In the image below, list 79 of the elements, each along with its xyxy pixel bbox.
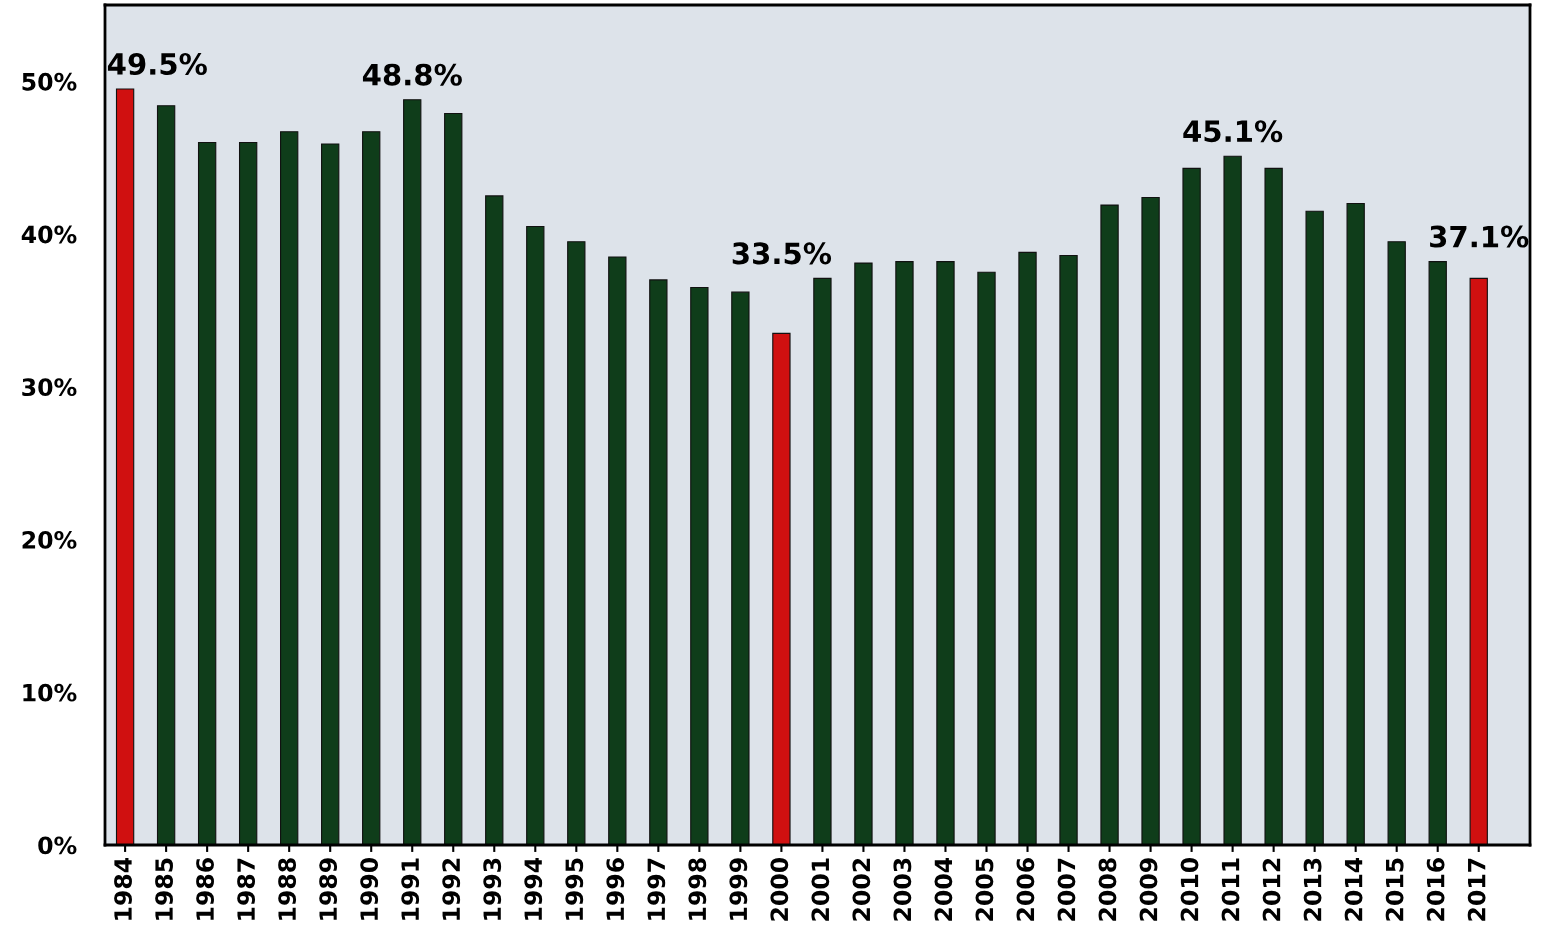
x-tick-label: 2004 bbox=[934, 857, 953, 921]
bar bbox=[1264, 167, 1283, 845]
x-tick-label: 1993 bbox=[483, 858, 502, 920]
x-tick-label: 1989 bbox=[319, 858, 338, 920]
bar bbox=[115, 88, 135, 845]
bar bbox=[444, 112, 463, 845]
data-label: 49.5% bbox=[107, 52, 207, 76]
data-label: 33.5% bbox=[732, 242, 832, 265]
bar bbox=[280, 131, 299, 845]
bar bbox=[156, 105, 176, 845]
x-tick-label: 2006 bbox=[1016, 858, 1035, 921]
y-tick-label: 40% bbox=[21, 225, 77, 244]
data-label: 48.8% bbox=[362, 63, 462, 86]
x-tick-label: 2000 bbox=[770, 857, 789, 921]
x-tick-label: 1985 bbox=[155, 858, 173, 920]
x-tick-label: 2008 bbox=[1098, 858, 1117, 921]
bar bbox=[936, 261, 955, 845]
x-tick-label: 1995 bbox=[565, 858, 584, 920]
bar bbox=[1428, 261, 1447, 845]
bar bbox=[526, 225, 545, 845]
bar bbox=[1059, 254, 1078, 845]
data-label: 37.1% bbox=[1430, 225, 1529, 248]
y-tick-label: 50% bbox=[22, 72, 77, 91]
x-tick-label: 2005 bbox=[975, 858, 994, 921]
x-tick-label: 2010 bbox=[1180, 857, 1199, 921]
x-tick-label: 1986 bbox=[196, 858, 214, 920]
x-tick-label: 1996 bbox=[606, 858, 625, 920]
bar bbox=[1100, 204, 1119, 845]
x-tick-label: 1999 bbox=[729, 858, 748, 920]
bar bbox=[1305, 210, 1324, 845]
bar bbox=[1346, 202, 1365, 845]
x-tick-label: 2002 bbox=[852, 858, 871, 921]
bar bbox=[1141, 196, 1160, 845]
x-tick-label: 1984 bbox=[114, 857, 132, 920]
bar bbox=[1182, 167, 1201, 845]
x-tick-label: 2014 bbox=[1344, 857, 1363, 921]
bar bbox=[1018, 251, 1037, 845]
x-tick-label: 2012 bbox=[1262, 858, 1281, 921]
bar bbox=[567, 241, 586, 845]
x-tick-label: 2003 bbox=[893, 858, 912, 921]
x-tick-label: 1992 bbox=[442, 858, 461, 920]
bar bbox=[197, 141, 217, 845]
bar bbox=[403, 99, 422, 845]
x-tick-label: 2001 bbox=[811, 858, 830, 921]
bar bbox=[731, 291, 750, 845]
x-tick-label: 2007 bbox=[1057, 858, 1076, 921]
bar bbox=[1469, 277, 1488, 845]
x-tick-label: 2016 bbox=[1426, 858, 1445, 921]
bar bbox=[895, 261, 914, 845]
data-label: 45.1% bbox=[1183, 120, 1283, 143]
bar bbox=[649, 279, 668, 845]
bar bbox=[485, 195, 504, 845]
x-tick-label: 1998 bbox=[688, 858, 707, 920]
x-tick-label: 1988 bbox=[278, 858, 297, 920]
bar bbox=[321, 143, 340, 845]
x-tick-label: 1990 bbox=[360, 857, 379, 920]
bar bbox=[362, 131, 381, 845]
x-tick-label: 1997 bbox=[647, 858, 666, 920]
y-tick-label: 20% bbox=[22, 530, 77, 549]
x-tick-label: 1994 bbox=[524, 857, 543, 920]
bar bbox=[772, 332, 791, 845]
x-tick-label: 2017 bbox=[1467, 858, 1486, 921]
bar bbox=[690, 286, 709, 845]
bar bbox=[1223, 155, 1242, 845]
y-tick-label: 10% bbox=[23, 683, 77, 702]
x-tick-label: 2009 bbox=[1139, 858, 1158, 921]
bar bbox=[608, 256, 627, 845]
y-tick-label: 30% bbox=[22, 378, 77, 397]
x-tick-label: 1987 bbox=[237, 858, 256, 920]
x-tick-label: 1991 bbox=[401, 858, 420, 920]
bar bbox=[977, 271, 996, 845]
bar bbox=[238, 141, 258, 845]
x-tick-label: 2011 bbox=[1221, 858, 1240, 921]
bar bbox=[1387, 241, 1406, 845]
x-tick-label: 2015 bbox=[1385, 858, 1404, 921]
bar bbox=[813, 277, 832, 845]
x-tick-label: 2013 bbox=[1303, 858, 1322, 921]
y-tick-label: 0% bbox=[38, 836, 77, 855]
bar bbox=[854, 262, 873, 845]
